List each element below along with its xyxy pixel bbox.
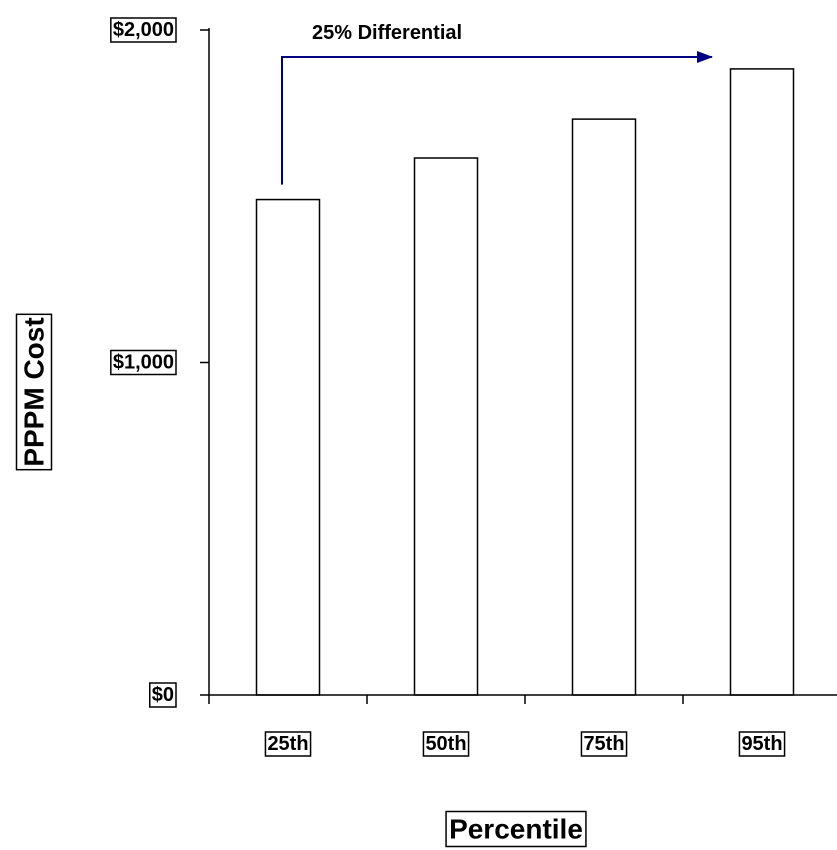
differential-arrow: [281, 51, 713, 185]
differential-label: 25% Differential: [312, 22, 462, 44]
bars: [255, 68, 795, 696]
x-tick-label-25th: 25th: [267, 733, 308, 755]
x-axis-title: Percentile: [449, 814, 583, 845]
axes: [208, 28, 837, 696]
x-tick-label-box: [580, 731, 628, 757]
y-tick-label-box: [110, 349, 177, 376]
x-tick-label-box: [264, 731, 312, 757]
x-tick-label-box: [738, 731, 786, 757]
y-tick-label: $0: [152, 684, 174, 706]
y-ticks: $0 $1,000 $2,000: [110, 17, 209, 708]
y-tick-label-box: [110, 17, 177, 43]
y-axis-title-group: PPPM Cost: [15, 313, 53, 471]
bar-25th: [255, 198, 321, 696]
annotation: 25% Differential: [281, 22, 713, 185]
y-axis-title: PPPM Cost: [19, 317, 50, 466]
y-tick-label: $1,000: [113, 352, 174, 374]
x-tick-label-95th: 95th: [741, 733, 782, 755]
x-tick-label-box: [422, 731, 470, 757]
x-axis-title-box: [445, 810, 587, 848]
x-ticks: 25th 50th 75th 95th: [208, 695, 786, 757]
y-tick-label-box: [149, 682, 177, 708]
y-tick-label: $2,000: [113, 19, 174, 41]
y-axis-title-box: [15, 313, 53, 471]
x-tick-label-75th: 75th: [583, 733, 624, 755]
bar-50th: [413, 157, 479, 696]
bar-95th: [729, 68, 795, 696]
x-axis-title-group: Percentile: [445, 810, 587, 848]
bar-75th: [571, 118, 637, 696]
x-tick-label-50th: 50th: [425, 733, 466, 755]
